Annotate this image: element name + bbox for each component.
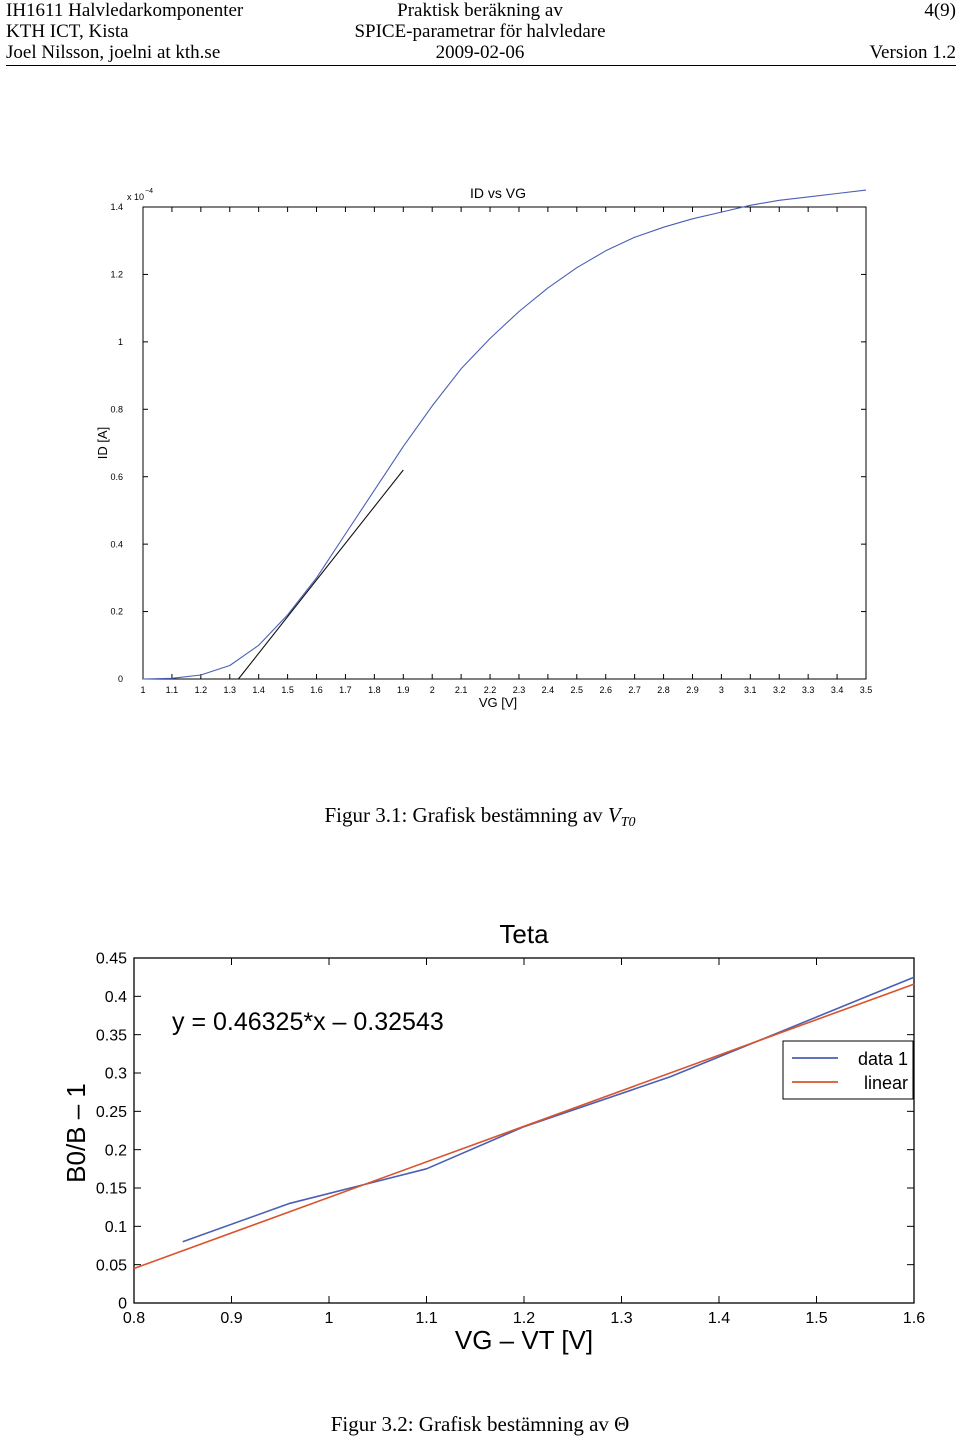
series-group — [133, 976, 915, 1270]
y-exponent-label: x 10 — [127, 192, 144, 202]
x-tick-label: 2.7 — [628, 685, 641, 695]
y-tick-label: 0.3 — [105, 1066, 127, 1083]
legend-box — [782, 1040, 914, 1100]
x-tick-label: 1.2 — [513, 1310, 535, 1327]
x-tick-label: 1.2 — [195, 685, 208, 695]
x-tick-label: 1.3 — [224, 685, 237, 695]
y-tick-label: 0.25 — [96, 1104, 127, 1121]
y-tick-label: 0 — [118, 674, 123, 684]
y-tick-label: 0.35 — [96, 1027, 127, 1044]
series-group — [142, 189, 867, 680]
figure-2-caption: Figur 3.2: Grafisk bestämning av Θ — [330, 1412, 630, 1436]
y-tick-label: 0.05 — [96, 1257, 127, 1274]
x-tick-label: 2.9 — [686, 685, 699, 695]
legend: data 1 linear — [782, 1040, 914, 1100]
x-tick-label: 1.6 — [310, 685, 323, 695]
y-tick-label: 0.2 — [110, 607, 123, 617]
header-rule — [6, 65, 956, 66]
institution: KTH ICT, Kista — [6, 21, 129, 42]
x-axis-label: VG – VT [V] — [455, 1325, 593, 1355]
header-row-1: IH1611 Halvledarkomponenter Praktisk ber… — [0, 0, 960, 22]
y-axis-label: B0/B – 1 — [61, 1083, 91, 1183]
y-tick-label: 1.2 — [110, 270, 123, 280]
y-axis-label: ID [A] — [95, 427, 110, 460]
series-line-0 — [142, 189, 867, 680]
x-tick-label: 2 — [430, 685, 435, 695]
x-tick-label: 2.2 — [484, 685, 497, 695]
x-tick-label: 2.4 — [542, 685, 555, 695]
x-tick-label: 1.1 — [166, 685, 179, 695]
x-tick-label: 3.4 — [831, 685, 844, 695]
chart-title: ID vs VG — [470, 185, 526, 201]
y-axis-ticks: 0 0.05 0.1 0.15 0.2 0.25 0.3 0.35 0.4 0.45 — [96, 951, 914, 1313]
fit-equation: y = 0.46325*x – 0.32543 — [172, 1008, 444, 1036]
x-tick-label: 1.9 — [397, 685, 410, 695]
figure-1-caption: Figur 3.1: Grafisk bestämning av VT0 — [0, 803, 960, 831]
course-title: IH1611 Halvledarkomponenter — [6, 0, 244, 21]
figure-1-caption-text: Figur 3.1: Grafisk bestämning av — [324, 803, 608, 827]
x-tick-label: 0.8 — [123, 1310, 145, 1327]
y-tick-label: 1 — [118, 337, 123, 347]
figure-1-caption-subscript: T0 — [620, 815, 636, 830]
document-version: Version 1.2 — [869, 42, 956, 63]
author: Joel Nilsson, joelni at kth.se — [6, 42, 221, 63]
series-line-linear — [133, 983, 915, 1270]
x-tick-label: 1.5 — [805, 1310, 827, 1327]
document-date: 2009-02-06 — [435, 42, 525, 63]
x-tick-label: 1.4 — [252, 685, 265, 695]
plot-frame — [142, 206, 867, 680]
x-axis-label: VG [V] — [479, 695, 517, 710]
y-tick-label: 0.4 — [105, 989, 127, 1006]
y-tick-label: 0.45 — [96, 951, 127, 968]
id-vs-vg-chart: 1 1.1 1.2 1.3 1.4 1.5 1.6 1.7 1.8 1.9 2 2.1 2.2 2.3 2.… — [95, 185, 872, 710]
x-tick-label: 3.5 — [860, 685, 873, 695]
x-axis-ticks: 1 1.1 1.2 1.3 1.4 1.5 1.6 1.7 1.8 1.9 2 2.1 2.2 2.3 2.… — [140, 207, 872, 695]
series-line-1 — [237, 469, 404, 680]
x-tick-label: 1 — [140, 685, 145, 695]
x-axis-ticks: 0.8 0.9 1 1.1 1.2 1.3 1.4 1.5 1.6 — [123, 958, 925, 1327]
x-tick-label: 1.7 — [339, 685, 352, 695]
legend-label-data1: data 1 — [858, 1049, 908, 1069]
y-tick-label: 0.8 — [110, 404, 123, 414]
y-tick-label: 0.6 — [110, 472, 123, 482]
legend-label-linear: linear — [864, 1073, 908, 1093]
document-title-line-1: Praktisk beräkning av — [397, 0, 563, 21]
document-title-line-2: SPICE-parametrar för halvledare — [354, 21, 606, 42]
series-line-data-1 — [182, 976, 915, 1243]
y-axis-ticks: 0 0.2 0.4 0.6 0.8 1 1.2 1.4 — [110, 202, 866, 684]
y-tick-label: 0.1 — [105, 1219, 127, 1236]
y-tick-label: 0.2 — [105, 1142, 127, 1159]
x-tick-label: 1.6 — [903, 1310, 925, 1327]
y-tick-label: 0.4 — [110, 539, 123, 549]
x-tick-label: 3.1 — [744, 685, 757, 695]
x-tick-label: 2.6 — [599, 685, 612, 695]
x-tick-label: 3 — [719, 685, 724, 695]
x-tick-label: 2.5 — [571, 685, 584, 695]
chart-title: Teta — [499, 919, 549, 949]
header-row-3: Joel Nilsson, joelni at kth.se 2009-02-0… — [0, 42, 960, 64]
y-tick-label: 0.15 — [96, 1181, 127, 1198]
x-tick-label: 2.1 — [455, 685, 468, 695]
x-tick-label: 3.2 — [773, 685, 786, 695]
x-tick-label: 1 — [325, 1310, 334, 1327]
x-tick-label: 3.3 — [802, 685, 815, 695]
y-exponent-power: −4 — [145, 188, 153, 195]
y-tick-label: 1.4 — [110, 202, 123, 212]
x-tick-label: 1.3 — [610, 1310, 632, 1327]
y-tick-label: 0 — [118, 1296, 127, 1313]
x-tick-label: 2.8 — [657, 685, 670, 695]
x-tick-label: 1.5 — [281, 685, 294, 695]
header-row-2: KTH ICT, Kista SPICE-parametrar för halv… — [0, 21, 960, 43]
x-tick-label: 0.9 — [220, 1310, 242, 1327]
x-tick-label: 1.4 — [708, 1310, 730, 1327]
x-tick-label: 1.8 — [368, 685, 381, 695]
figure-1-caption-symbol: V — [607, 803, 621, 827]
x-tick-label: 1.1 — [415, 1310, 437, 1327]
page-number: 4(9) — [924, 0, 956, 21]
x-tick-label: 2.3 — [513, 685, 526, 695]
